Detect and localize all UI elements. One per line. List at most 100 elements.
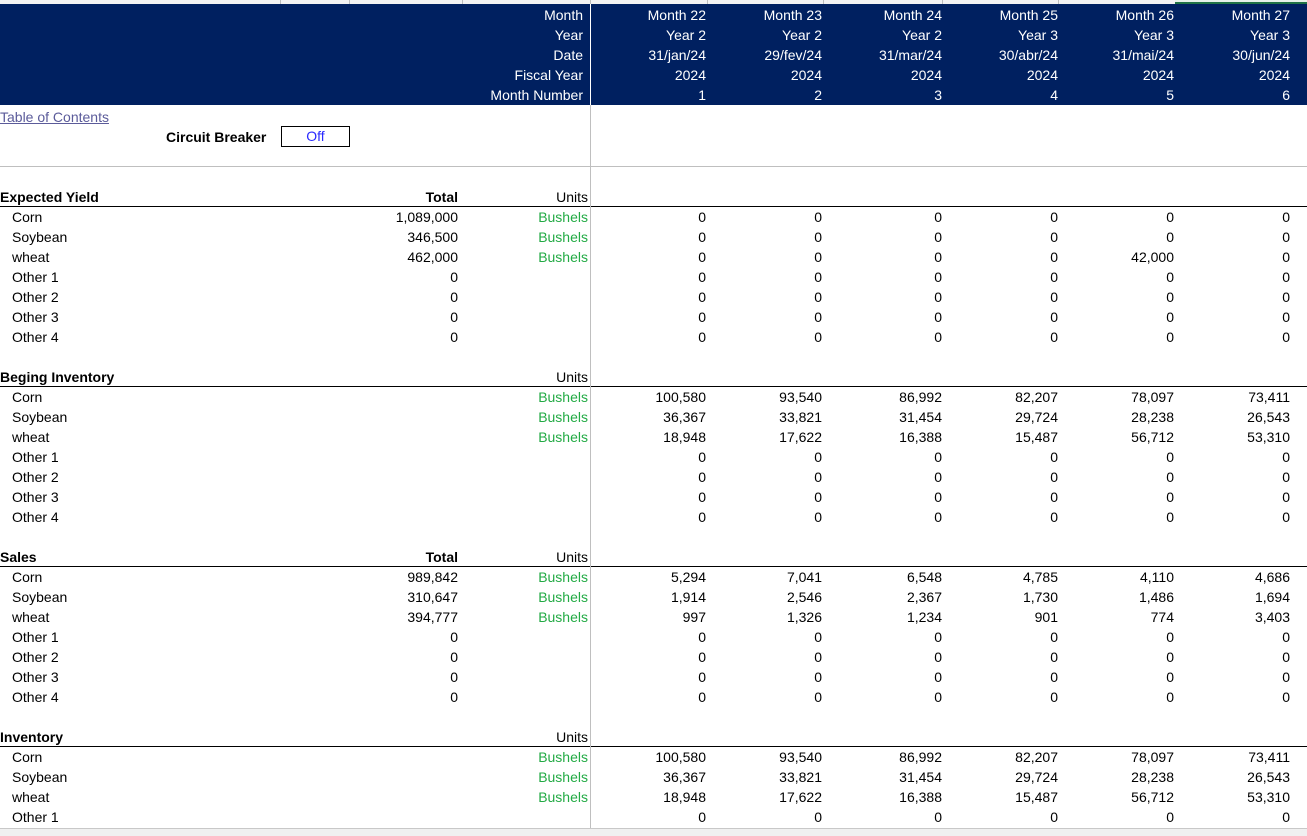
row-value-cell[interactable]: 0: [1282, 629, 1290, 645]
row-value-cell[interactable]: 0: [814, 229, 822, 245]
row-unit[interactable]: [480, 687, 588, 707]
row-value-cell[interactable]: 0: [1282, 209, 1290, 225]
row-label[interactable]: Other 1: [12, 629, 59, 645]
row-label[interactable]: Other 1: [12, 449, 59, 465]
row-value-cell[interactable]: 0: [1282, 309, 1290, 325]
row-unit[interactable]: [480, 647, 588, 667]
row-value-cell[interactable]: 36,367: [663, 769, 706, 785]
row-total[interactable]: [360, 487, 458, 507]
header-year-cell[interactable]: Year 3: [1134, 27, 1174, 43]
header-month-number-cell[interactable]: 5: [1166, 87, 1174, 103]
header-month-number-cell[interactable]: 2: [814, 87, 822, 103]
row-label[interactable]: Soybean: [12, 589, 68, 605]
row-value-cell[interactable]: 0: [1050, 689, 1058, 705]
row-value-cell[interactable]: 0: [698, 669, 706, 685]
row-value-cell[interactable]: 0: [1282, 289, 1290, 305]
row-value-cell[interactable]: 0: [698, 469, 706, 485]
row-value-cell[interactable]: 4,785: [1022, 569, 1058, 585]
header-month-cell[interactable]: Month 27: [1231, 7, 1290, 23]
row-value-cell[interactable]: 0: [1166, 629, 1174, 645]
row-value-cell[interactable]: 17,622: [779, 789, 822, 805]
row-total[interactable]: 346,500: [407, 229, 458, 245]
row-value-cell[interactable]: 997: [682, 609, 706, 625]
row-value-cell[interactable]: 0: [1282, 469, 1290, 485]
row-total[interactable]: [360, 467, 458, 487]
row-unit[interactable]: Bushels: [538, 569, 588, 585]
row-value-cell[interactable]: 0: [934, 489, 942, 505]
header-year-cell[interactable]: Year 2: [902, 27, 942, 43]
row-value-cell[interactable]: 31,454: [899, 769, 942, 785]
row-value-cell[interactable]: 0: [698, 509, 706, 525]
row-total[interactable]: [360, 407, 458, 427]
row-value-cell[interactable]: 0: [814, 689, 822, 705]
row-unit[interactable]: [480, 287, 588, 307]
row-total[interactable]: 462,000: [407, 249, 458, 265]
row-value-cell[interactable]: 0: [1282, 669, 1290, 685]
row-total[interactable]: 0: [450, 289, 458, 305]
row-value-cell[interactable]: 774: [1150, 609, 1174, 625]
row-value-cell[interactable]: 0: [1050, 809, 1058, 825]
row-label[interactable]: Soybean: [12, 409, 68, 425]
row-value-cell[interactable]: 0: [1166, 289, 1174, 305]
row-value-cell[interactable]: 0: [1050, 309, 1058, 325]
row-total[interactable]: 1,089,000: [395, 209, 458, 225]
row-label[interactable]: Other 2: [12, 469, 59, 485]
row-value-cell[interactable]: 2,367: [906, 589, 942, 605]
header-year-cell[interactable]: Year 3: [1250, 27, 1290, 43]
row-value-cell[interactable]: 53,310: [1247, 789, 1290, 805]
row-total[interactable]: 0: [450, 649, 458, 665]
row-value-cell[interactable]: 0: [1282, 229, 1290, 245]
row-value-cell[interactable]: 0: [1166, 329, 1174, 345]
row-value-cell[interactable]: 0: [814, 809, 822, 825]
row-value-cell[interactable]: 93,540: [779, 749, 822, 765]
row-label[interactable]: Other 3: [12, 309, 59, 325]
header-date-cell[interactable]: 31/mai/24: [1112, 47, 1174, 63]
header-date-cell[interactable]: 29/fev/24: [764, 47, 822, 63]
circuit-breaker-input[interactable]: Off: [281, 126, 350, 147]
row-value-cell[interactable]: 26,543: [1247, 769, 1290, 785]
row-value-cell[interactable]: 33,821: [779, 769, 822, 785]
row-value-cell[interactable]: 0: [1166, 269, 1174, 285]
row-value-cell[interactable]: 0: [814, 649, 822, 665]
row-label[interactable]: Corn: [12, 569, 43, 585]
row-value-cell[interactable]: 0: [814, 289, 822, 305]
row-value-cell[interactable]: 0: [934, 209, 942, 225]
row-label[interactable]: Other 2: [12, 289, 59, 305]
row-value-cell[interactable]: 0: [1282, 689, 1290, 705]
row-label[interactable]: Other 3: [12, 669, 59, 685]
row-value-cell[interactable]: 56,712: [1131, 429, 1174, 445]
row-value-cell[interactable]: 0: [814, 629, 822, 645]
row-value-cell[interactable]: 0: [934, 629, 942, 645]
row-value-cell[interactable]: 1,730: [1022, 589, 1058, 605]
row-label[interactable]: wheat: [12, 609, 50, 625]
row-value-cell[interactable]: 0: [698, 809, 706, 825]
row-value-cell[interactable]: 0: [698, 289, 706, 305]
row-unit[interactable]: [480, 507, 588, 527]
selected-column-header[interactable]: [1175, 0, 1307, 4]
row-value-cell[interactable]: 1,914: [670, 589, 706, 605]
row-value-cell[interactable]: 0: [1282, 489, 1290, 505]
row-value-cell[interactable]: 15,487: [1015, 789, 1058, 805]
row-value-cell[interactable]: 0: [814, 469, 822, 485]
row-value-cell[interactable]: 17,622: [779, 429, 822, 445]
row-label[interactable]: Corn: [12, 209, 43, 225]
row-total[interactable]: 0: [450, 269, 458, 285]
row-total[interactable]: 0: [450, 309, 458, 325]
row-total[interactable]: 0: [450, 669, 458, 685]
row-value-cell[interactable]: 0: [1166, 809, 1174, 825]
row-total[interactable]: [360, 507, 458, 527]
row-total[interactable]: [360, 427, 458, 447]
row-value-cell[interactable]: 0: [1282, 809, 1290, 825]
row-value-cell[interactable]: 0: [1166, 669, 1174, 685]
row-value-cell[interactable]: 0: [1050, 209, 1058, 225]
row-value-cell[interactable]: 0: [1050, 229, 1058, 245]
row-value-cell[interactable]: 6,548: [906, 569, 942, 585]
row-value-cell[interactable]: 0: [1050, 509, 1058, 525]
row-value-cell[interactable]: 0: [1166, 489, 1174, 505]
row-value-cell[interactable]: 1,486: [1138, 589, 1174, 605]
row-value-cell[interactable]: 901: [1034, 609, 1058, 625]
row-unit[interactable]: Bushels: [538, 249, 588, 265]
row-label[interactable]: wheat: [12, 789, 50, 805]
row-value-cell[interactable]: 0: [1166, 229, 1174, 245]
row-value-cell[interactable]: 1,234: [906, 609, 942, 625]
